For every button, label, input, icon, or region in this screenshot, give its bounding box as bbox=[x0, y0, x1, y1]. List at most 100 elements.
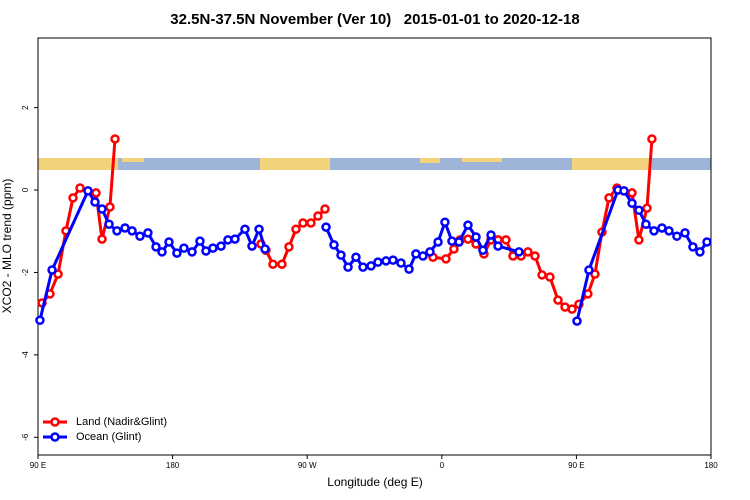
point bbox=[358, 262, 368, 272]
point bbox=[572, 316, 582, 326]
point bbox=[641, 219, 651, 229]
x-tick-label: 180 bbox=[704, 461, 718, 470]
point bbox=[388, 255, 398, 265]
point bbox=[702, 237, 712, 247]
point bbox=[642, 203, 652, 213]
point bbox=[268, 259, 278, 269]
chart-title: 32.5N-37.5N November (Ver 10) 2015-01-01… bbox=[170, 11, 579, 28]
y-tick-label: -2 bbox=[21, 268, 30, 276]
point bbox=[104, 219, 114, 229]
point bbox=[112, 226, 122, 236]
point bbox=[537, 270, 547, 280]
point bbox=[240, 224, 250, 234]
point bbox=[151, 242, 161, 252]
y-axis-label: XCO2 - MLO trend (ppm) bbox=[0, 179, 14, 314]
point bbox=[216, 241, 226, 251]
point bbox=[567, 304, 577, 314]
x-axis-label: Longitude (deg E) bbox=[327, 475, 422, 489]
point bbox=[514, 247, 524, 257]
point bbox=[97, 234, 107, 244]
point bbox=[306, 218, 316, 228]
point bbox=[634, 205, 644, 215]
y-tick-label: -6 bbox=[21, 433, 30, 441]
point bbox=[105, 202, 115, 212]
point bbox=[440, 217, 450, 227]
point bbox=[313, 211, 323, 221]
x-tick-label: 90 W bbox=[298, 461, 317, 470]
point bbox=[47, 265, 57, 275]
y-tick-label: -4 bbox=[21, 351, 30, 359]
point bbox=[530, 251, 540, 261]
point bbox=[647, 134, 657, 144]
point bbox=[627, 188, 637, 198]
point bbox=[449, 244, 459, 254]
point bbox=[441, 254, 451, 264]
point bbox=[254, 224, 264, 234]
point bbox=[486, 230, 496, 240]
point bbox=[634, 235, 644, 245]
point bbox=[425, 247, 435, 257]
point bbox=[135, 231, 145, 241]
point bbox=[454, 237, 464, 247]
point bbox=[83, 186, 93, 196]
point bbox=[649, 226, 659, 236]
point bbox=[329, 240, 339, 250]
point bbox=[373, 257, 383, 267]
x-tick-label: 90 E bbox=[568, 461, 584, 470]
point bbox=[366, 261, 376, 271]
x-tick-label: 0 bbox=[440, 461, 445, 470]
point bbox=[90, 197, 100, 207]
point bbox=[195, 236, 205, 246]
point bbox=[695, 247, 705, 257]
point bbox=[471, 232, 481, 242]
point bbox=[664, 226, 674, 236]
point bbox=[493, 241, 503, 251]
point bbox=[688, 242, 698, 252]
point bbox=[164, 237, 174, 247]
map-strip bbox=[38, 158, 711, 170]
point bbox=[351, 252, 361, 262]
point bbox=[523, 247, 533, 257]
point bbox=[35, 315, 45, 326]
point bbox=[627, 198, 637, 208]
point bbox=[75, 183, 85, 193]
point bbox=[320, 204, 330, 214]
plot-frame bbox=[37, 37, 712, 456]
point bbox=[172, 248, 182, 258]
point bbox=[343, 262, 353, 272]
point bbox=[179, 243, 189, 253]
point bbox=[463, 234, 473, 244]
y-tick-label: 2 bbox=[21, 105, 30, 110]
point bbox=[336, 250, 346, 260]
point bbox=[590, 269, 600, 279]
point bbox=[97, 204, 107, 214]
point bbox=[604, 193, 614, 203]
point bbox=[501, 235, 511, 245]
point bbox=[680, 228, 690, 238]
y-tick-label: 0 bbox=[21, 187, 30, 192]
point bbox=[68, 193, 78, 203]
legend-label: Land (Nadir&Glint) bbox=[76, 416, 167, 428]
point bbox=[619, 186, 629, 196]
point bbox=[230, 234, 240, 244]
point bbox=[553, 295, 563, 305]
point bbox=[277, 259, 287, 269]
point bbox=[298, 218, 308, 228]
point bbox=[157, 247, 167, 257]
point bbox=[291, 224, 301, 234]
point bbox=[91, 188, 101, 198]
point bbox=[284, 242, 294, 252]
legend-marker bbox=[50, 432, 60, 442]
point bbox=[53, 269, 63, 279]
point bbox=[110, 134, 120, 144]
point bbox=[247, 241, 257, 251]
point bbox=[260, 244, 270, 254]
point bbox=[672, 231, 682, 241]
point bbox=[433, 237, 443, 247]
x-tick-label: 180 bbox=[166, 461, 180, 470]
point bbox=[463, 220, 473, 230]
legend-label: Ocean (Glint) bbox=[76, 431, 141, 443]
point bbox=[545, 272, 555, 282]
point bbox=[321, 222, 331, 232]
